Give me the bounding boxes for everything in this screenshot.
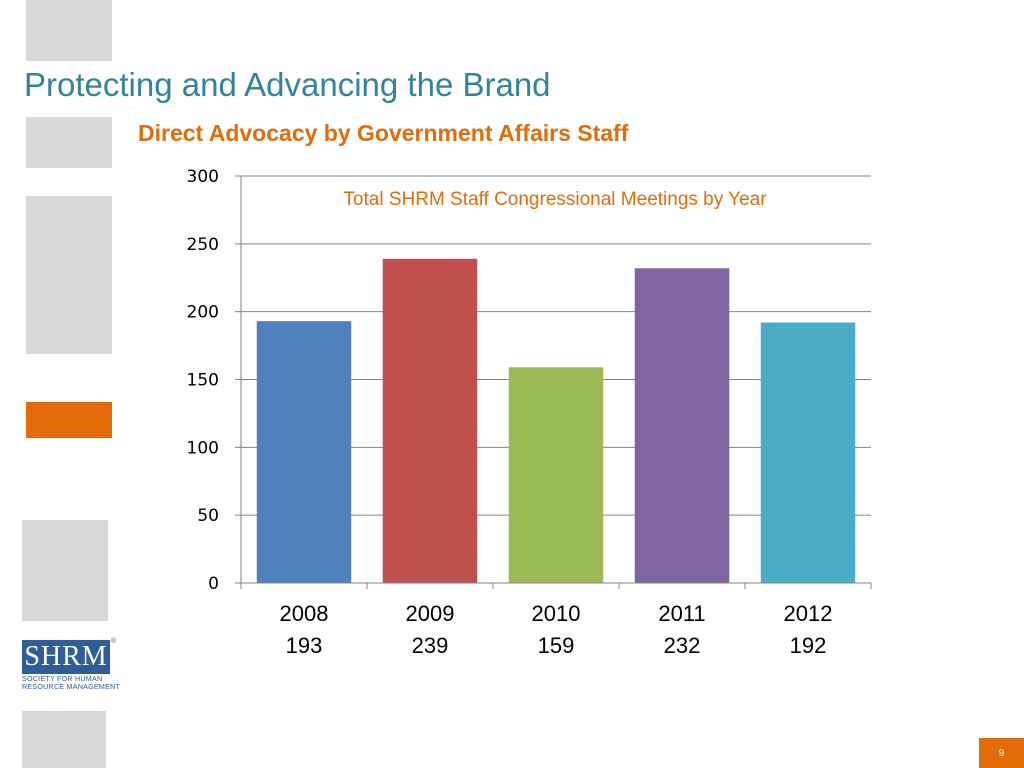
- bar-2009: [382, 258, 478, 583]
- decorative-block: [22, 711, 106, 768]
- x-category-label: 2011: [658, 601, 705, 626]
- x-value-label: 192: [790, 633, 827, 658]
- x-category-label: 2008: [280, 601, 329, 626]
- logo-registered-mark: ®: [111, 638, 117, 645]
- logo-text-line1: SOCIETY FOR HUMAN: [22, 674, 103, 683]
- y-tick-label: 300: [187, 167, 219, 187]
- logo-mark: SHRM: [22, 640, 110, 674]
- decorative-block: [22, 520, 108, 621]
- slide-subtitle: Direct Advocacy by Government Affairs St…: [138, 120, 629, 146]
- x-value-label: 239: [412, 633, 449, 658]
- y-tick-label: 200: [187, 303, 219, 323]
- bar-2010: [508, 367, 604, 583]
- x-category-label: 2009: [406, 601, 455, 626]
- decorative-block: [26, 196, 112, 354]
- logo-text: SOCIETY FOR HUMAN RESOURCE MANAGEMENT: [22, 675, 122, 691]
- bar-2011: [634, 268, 730, 583]
- y-tick-label: 100: [187, 438, 219, 458]
- y-tick-label: 150: [187, 371, 219, 391]
- x-category-label: 2012: [784, 601, 833, 626]
- y-tick-label: 50: [197, 506, 219, 526]
- x-category-label: 2010: [532, 601, 581, 626]
- chart-axes: [235, 175, 872, 589]
- page-number: 9: [979, 738, 1024, 768]
- decorative-block-orange: [26, 402, 112, 438]
- bar-2008: [256, 321, 352, 583]
- x-value-label: 193: [286, 633, 323, 658]
- shrm-logo: SHRM ® SOCIETY FOR HUMAN RESOURCE MANAGE…: [22, 638, 120, 694]
- bar-2012: [760, 322, 856, 583]
- x-value-label: 232: [664, 633, 701, 658]
- chart-labels: 0 50 100 150 200 250 300 2008 193 2009 239 2010 159 2…: [187, 167, 833, 658]
- slide-title: Protecting and Advancing the Brand: [24, 66, 551, 103]
- decorative-block: [26, 117, 112, 168]
- logo-text-line2: RESOURCE MANAGEMENT: [22, 682, 121, 691]
- y-tick-label: 0: [208, 574, 219, 594]
- chart-bars: [256, 258, 856, 583]
- decorative-block: [26, 0, 112, 61]
- y-tick-label: 250: [187, 235, 219, 255]
- x-value-label: 159: [538, 633, 575, 658]
- chart-title: Total SHRM Staff Congressional Meetings …: [343, 189, 767, 210]
